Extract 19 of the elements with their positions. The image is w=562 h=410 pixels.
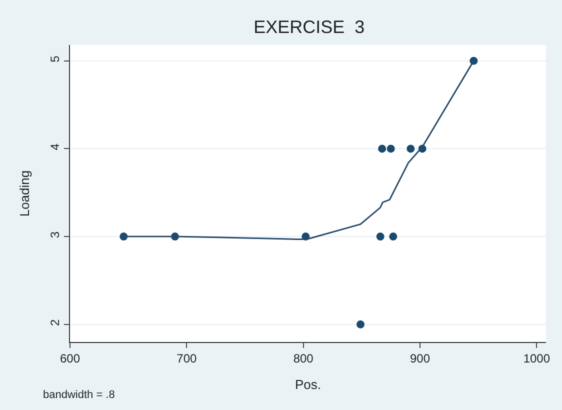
x-tick-label: 900 [410, 351, 430, 366]
point [389, 232, 398, 241]
y-tick-label: 2 [48, 318, 62, 326]
point [386, 144, 395, 153]
y-tick-label: 4 [48, 143, 62, 150]
x-tick-label: 1000 [523, 351, 550, 366]
point [376, 232, 384, 241]
x-axis-title: Pos. [294, 377, 322, 392]
y-axis-title: Loading [17, 170, 32, 217]
y-tick-label: 5 [48, 55, 62, 62]
text: bandwidth = .8 [43, 389, 115, 401]
point [356, 320, 364, 328]
point [378, 144, 386, 153]
x-tick-label: 600 [60, 351, 80, 366]
x-tick-label: 800 [293, 351, 314, 366]
point [406, 144, 415, 153]
x-tick-label: 700 [176, 351, 197, 366]
chart-title: EXERCISE 3 [254, 17, 365, 38]
y-tick-label: 3 [48, 231, 62, 238]
